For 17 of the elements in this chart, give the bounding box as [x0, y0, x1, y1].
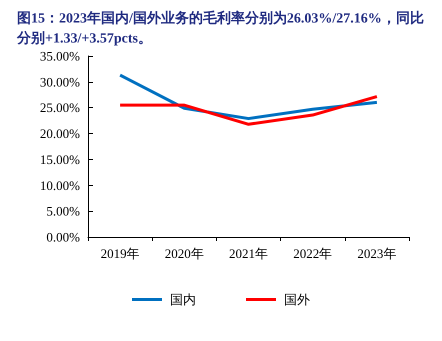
x-tick-label: 2019年: [100, 246, 140, 261]
legend-label: 国外: [284, 292, 310, 307]
y-tick-label: 30.00%: [40, 74, 80, 90]
legend-label: 国内: [170, 292, 196, 307]
x-tick-label: 2021年: [229, 246, 268, 261]
y-tick-label: 10.00%: [40, 178, 80, 193]
y-tick-label: 25.00%: [40, 100, 80, 116]
y-tick-label: 35.00%: [40, 48, 80, 64]
chart-title: 图15：2023年国内/国外业务的毛利率分别为26.03%/27.16%，同比分别+1.33/+3.57pcts。: [16, 10, 424, 46]
y-tick-label: 0.00%: [46, 230, 80, 244]
y-tick-label: 15.00%: [40, 152, 80, 167]
x-tick-label: 2023年: [357, 246, 396, 261]
line-series: [118, 95, 378, 126]
x-tick-label: 2020年: [164, 246, 204, 261]
x-tick-label: 2022年: [293, 246, 332, 261]
y-tick-label: 20.00%: [40, 126, 80, 142]
y-tick-label: 5.00%: [46, 204, 80, 219]
